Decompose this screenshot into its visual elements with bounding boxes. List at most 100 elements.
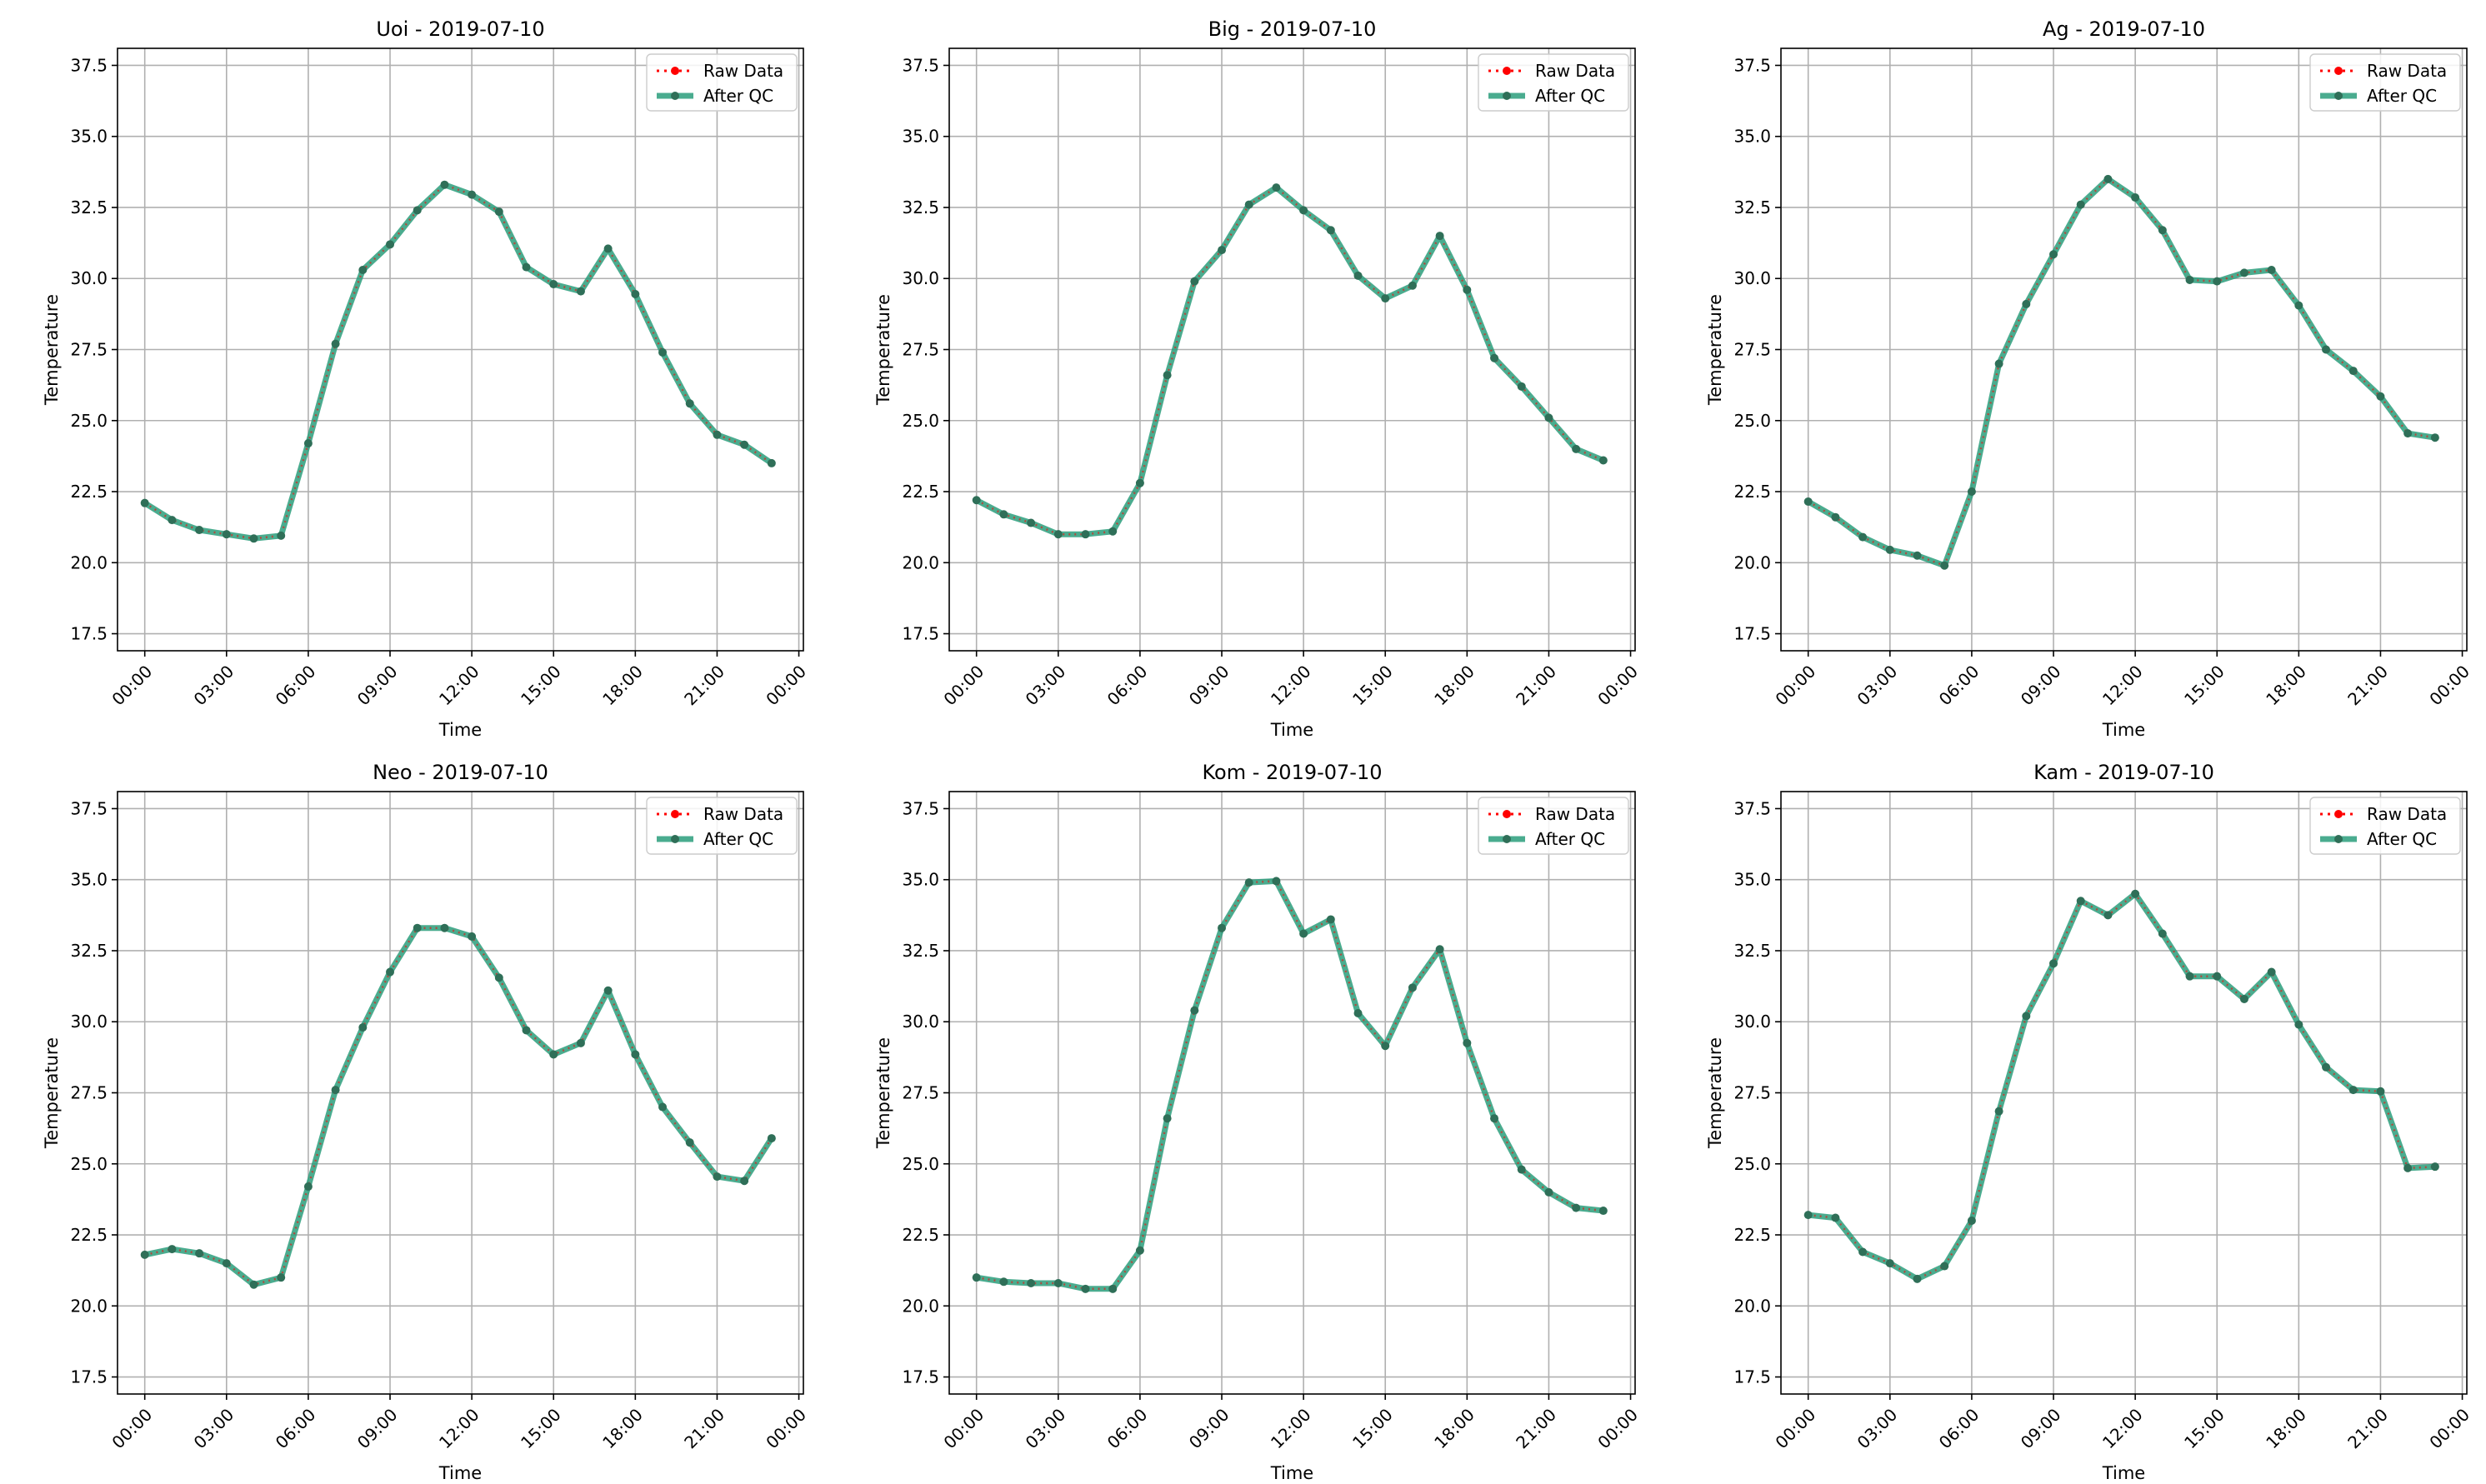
data-point-after-qc: [331, 339, 340, 348]
y-tick-label: 35.0: [902, 127, 939, 147]
x-tick-label: 12:00: [435, 1405, 483, 1453]
legend-marker-after-qc: [671, 92, 679, 100]
data-point-after-qc: [1299, 206, 1308, 215]
data-point-after-qc: [2131, 193, 2140, 202]
x-axis-label: Time: [438, 1463, 482, 1483]
legend-marker-after-qc: [1503, 835, 1511, 843]
y-tick-label: 32.5: [70, 941, 108, 961]
data-point-after-qc: [140, 498, 149, 507]
data-point-after-qc: [386, 240, 395, 249]
x-tick-label: 15:00: [1348, 662, 1397, 710]
data-point-after-qc: [2022, 299, 2031, 308]
x-tick-label: 21:00: [680, 662, 728, 710]
data-point-after-qc: [658, 347, 668, 357]
data-point-after-qc: [249, 534, 258, 543]
y-tick-label: 35.0: [1733, 870, 1771, 890]
data-point-after-qc: [303, 439, 313, 448]
data-point-after-qc: [2076, 200, 2085, 209]
data-point-after-qc: [713, 430, 722, 439]
y-tick-label: 37.5: [902, 55, 939, 75]
x-tick-label: 12:00: [2098, 1405, 2147, 1453]
legend-label-after-qc: After QC: [703, 86, 773, 106]
data-point-after-qc: [1218, 923, 1227, 932]
data-point-after-qc: [576, 287, 585, 296]
data-point-after-qc: [222, 530, 231, 539]
legend-marker-raw-data: [1503, 810, 1511, 818]
data-point-after-qc: [1913, 1274, 1922, 1283]
y-tick-label: 17.5: [902, 1367, 939, 1387]
legend-marker-after-qc: [2334, 835, 2343, 843]
data-point-after-qc: [685, 1138, 694, 1147]
y-axis-label: Temperature: [1705, 294, 1725, 406]
data-point-after-qc: [1408, 281, 1417, 290]
legend-label-after-qc: After QC: [1535, 86, 1605, 106]
y-tick-label: 17.5: [70, 1367, 108, 1387]
data-point-after-qc: [2267, 967, 2276, 977]
y-tick-label: 37.5: [902, 798, 939, 818]
data-point-after-qc: [631, 289, 640, 298]
data-point-after-qc: [358, 1023, 368, 1032]
series-line-after-qc: [973, 184, 1607, 537]
data-point-after-qc: [1299, 929, 1308, 938]
x-tick-label: 15:00: [2180, 1405, 2228, 1453]
data-point-after-qc: [1831, 512, 1840, 522]
x-tick-label: 15:00: [2180, 662, 2228, 710]
x-tick-label: 21:00: [2343, 1405, 2392, 1453]
data-point-after-qc: [195, 1249, 204, 1258]
data-point-after-qc: [1135, 1246, 1144, 1255]
legend-label-raw-data: Raw Data: [703, 61, 783, 81]
legend: Raw Data After QC: [1478, 53, 1629, 112]
data-point-after-qc: [1326, 226, 1335, 235]
x-tick-label: 18:00: [598, 662, 647, 710]
y-tick-label: 32.5: [1733, 197, 1771, 217]
y-axis-label: Temperature: [873, 294, 893, 406]
legend-marker-raw-data: [671, 67, 679, 75]
grid-lines: [949, 48, 1635, 651]
y-tick-label: 22.5: [1733, 1225, 1771, 1245]
data-point-after-qc: [999, 510, 1008, 519]
x-tick-label: 00:00: [2425, 1405, 2473, 1453]
y-tick-label: 20.0: [902, 1296, 939, 1316]
data-point-after-qc: [277, 531, 286, 540]
data-point-after-qc: [1517, 382, 1526, 391]
y-tick-label: 27.5: [70, 340, 108, 360]
series-line-after-qc: [142, 925, 775, 1288]
data-point-after-qc: [603, 244, 613, 253]
x-axis-label: Time: [2102, 1463, 2145, 1483]
x-tick-label: 06:00: [1103, 662, 1152, 710]
subplot-2: 17.5 20.0 22.5 25.0 27.5 30.0 32.5 35.0 37.5 00:0…: [873, 17, 1642, 740]
legend-marker-after-qc: [2334, 92, 2343, 100]
data-point-after-qc: [1490, 353, 1499, 362]
x-tick-label: 03:00: [1022, 1405, 1070, 1453]
y-tick-label: 27.5: [1733, 340, 1771, 360]
subplot-4: 17.5 20.0 22.5 25.0 27.5 30.0 32.5 35.0 37.5 00:0…: [42, 761, 810, 1483]
series-line-after-qc: [1805, 891, 2438, 1282]
grid-lines: [1781, 48, 2467, 651]
legend: Raw Data After QC: [2309, 797, 2461, 855]
legend-label-raw-data: Raw Data: [2367, 61, 2447, 81]
legend: Raw Data After QC: [646, 53, 798, 112]
data-point-after-qc: [522, 262, 531, 272]
data-point-after-qc: [249, 1280, 258, 1289]
data-point-after-qc: [522, 1026, 531, 1035]
data-point-after-qc: [2348, 1086, 2358, 1095]
data-point-after-qc: [972, 1273, 981, 1282]
y-tick-label: 20.0: [70, 552, 108, 572]
legend: Raw Data After QC: [2309, 53, 2461, 112]
data-point-after-qc: [1994, 359, 2003, 368]
y-tick-label: 37.5: [70, 798, 108, 818]
y-tick-label: 25.0: [1733, 411, 1771, 431]
data-point-after-qc: [2185, 275, 2194, 284]
data-point-after-qc: [1598, 456, 1608, 465]
data-point-after-qc: [631, 1050, 640, 1059]
data-point-after-qc: [1885, 545, 1894, 554]
subplot-title: Ag - 2019-07-10: [2043, 17, 2205, 41]
y-tick-label: 35.0: [70, 127, 108, 147]
data-point-after-qc: [1831, 1213, 1840, 1222]
series-line-after-qc: [973, 877, 1607, 1292]
x-tick-label: 18:00: [2262, 662, 2310, 710]
x-tick-label: 03:00: [1853, 1405, 1902, 1453]
y-tick-label: 37.5: [1733, 55, 1771, 75]
series-line-raw-data: [1808, 177, 2435, 567]
data-point-after-qc: [2348, 367, 2358, 376]
